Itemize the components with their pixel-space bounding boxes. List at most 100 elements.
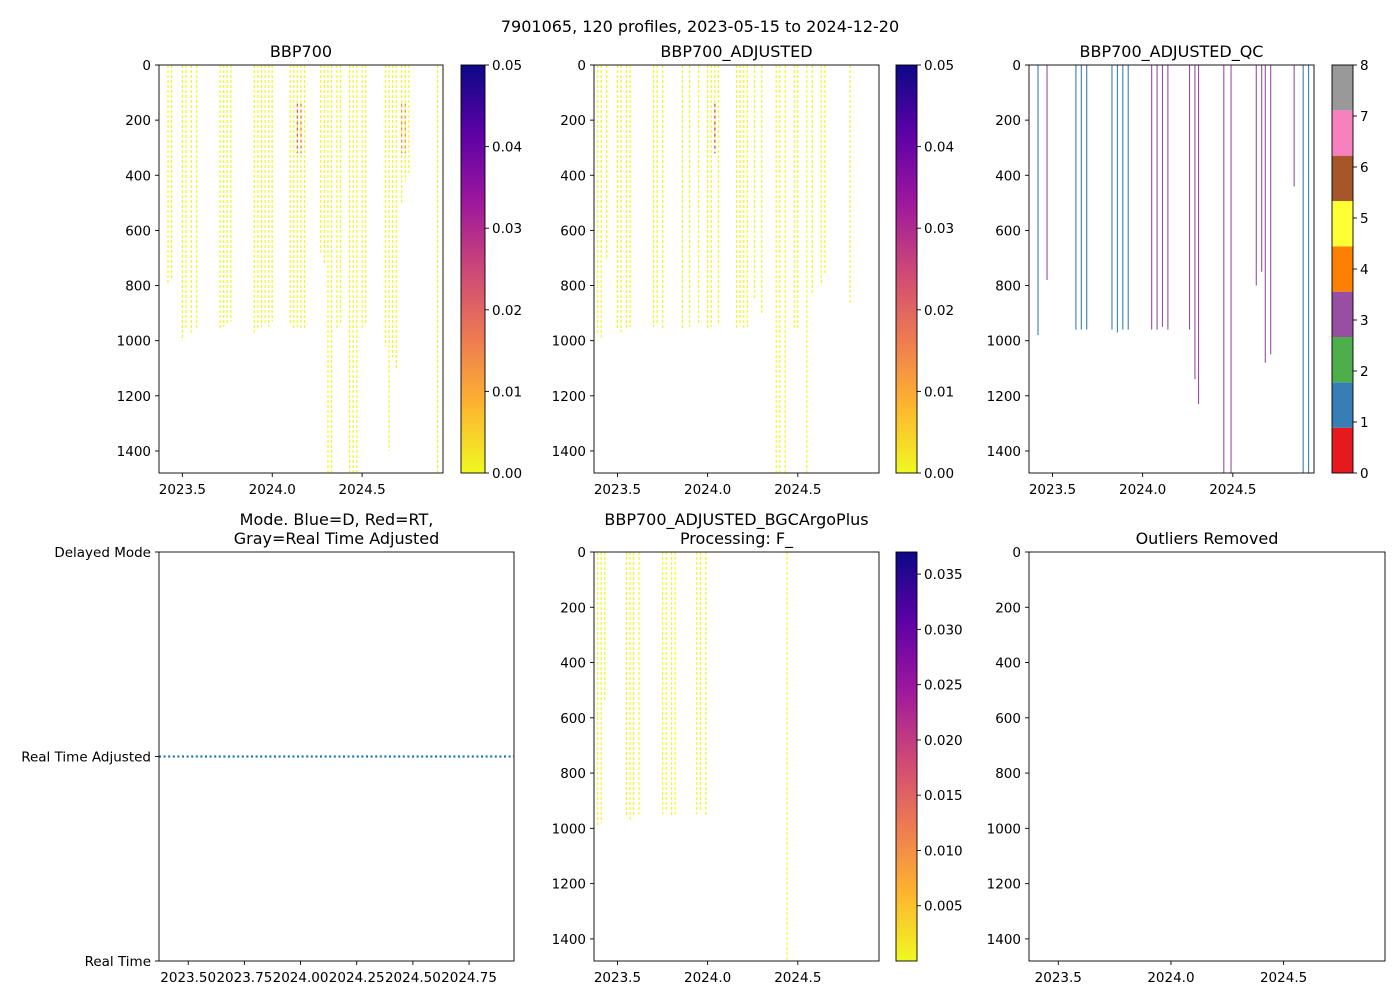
y-tick-label: 1000 (117, 334, 151, 350)
axes-frame (1028, 64, 1315, 474)
y-tick-label: 600 (995, 711, 1021, 727)
panel-title: Outliers Removed (1136, 529, 1279, 548)
colorbar-frame (460, 64, 486, 474)
x-tick-label: 2023.5 (1035, 970, 1082, 986)
colorbar-tick-label: 0.005 (924, 899, 963, 915)
panel-bbp700_adjusted: BBP700_ADJUSTED 2023.5 2024.0 2024.5 0 200 400… (552, 42, 954, 498)
x-tick-label: 2023.75 (216, 970, 272, 986)
colorbar-gradient (461, 65, 485, 473)
colorbar-tick-label: 0.02 (492, 303, 522, 319)
colorbar-segment (1332, 246, 1353, 292)
colorbar-tick-label: 0.04 (924, 140, 954, 156)
colorbar-tick-label: 0.00 (492, 466, 522, 482)
colorbar: 0.00 0.01 0.02 0.03 0.04 0.05 (895, 58, 954, 482)
y-tick-label: 400 (125, 168, 151, 184)
x-tick-label: 2024.5 (1260, 970, 1307, 986)
colorbar-tick-label: 0.05 (924, 58, 954, 74)
colorbar-tick-label: 0.05 (492, 58, 522, 74)
plot-area (159, 552, 514, 961)
colorbar-gradient (896, 65, 917, 473)
colorbar-tick-label: 7 (1360, 109, 1369, 125)
colorbar-tick-label: 4 (1360, 262, 1369, 278)
colorbar-tick-label: 0 (1360, 466, 1369, 482)
axes-frame (158, 64, 444, 474)
colorbar-tick-label: 0.00 (924, 466, 954, 482)
x-tick-label: 2024.0 (1147, 970, 1194, 986)
y-tick-label: 800 (995, 279, 1021, 295)
panel-bbp700: BBP700 2023.5 2024.0 2024.5 0 200 400 600 800 100… (117, 42, 522, 498)
colorbar-segment (1332, 110, 1353, 156)
x-tick-label: 2023.5 (594, 482, 641, 498)
y-tick-label: 0 (1012, 545, 1021, 561)
y-tick-label: 200 (560, 113, 586, 129)
x-tick-label: 2023.5 (594, 970, 641, 986)
figure-title: 7901065, 120 profiles, 2023-05-15 to 202… (501, 17, 899, 36)
y-tick-label: 800 (560, 279, 586, 295)
colorbar-segment (1332, 382, 1353, 428)
x-tick-label: 2024.0 (249, 482, 296, 498)
colorbar-tick-label: 0.03 (492, 221, 522, 237)
colorbar-segment (1332, 337, 1353, 383)
x-tick-label: 2024.75 (441, 970, 497, 986)
colorbar-segment (1332, 291, 1353, 337)
y-tick-label: 1000 (552, 821, 586, 837)
y-tick-label: Real Time (85, 954, 151, 970)
colorbar-tick-label: 0.015 (924, 788, 963, 804)
y-tick-label: 1400 (987, 444, 1021, 460)
plot-area (594, 552, 879, 961)
y-tick-label: 1400 (117, 444, 151, 460)
x-tick-label: 2024.0 (1119, 482, 1166, 498)
x-tick-label: 2024.5 (338, 482, 385, 498)
y-tick-label: 1200 (117, 389, 151, 405)
y-tick-label: 1400 (987, 932, 1021, 948)
colorbar-tick-label: 2 (1360, 364, 1369, 380)
y-tick-label: 200 (995, 113, 1021, 129)
colorbar-segment (1332, 155, 1353, 201)
y-tick-label: Real Time Adjusted (21, 750, 151, 766)
y-tick-label: 800 (560, 766, 586, 782)
x-tick-label: 2024.0 (684, 970, 731, 986)
y-tick-label: 1200 (987, 389, 1021, 405)
colorbar-tick-label: 0.01 (924, 384, 954, 400)
y-tick-label: 1200 (552, 389, 586, 405)
colorbar-tick-label: 0.02 (924, 303, 954, 319)
y-tick-label: 0 (577, 545, 586, 561)
y-tick-label: 800 (995, 766, 1021, 782)
colorbar: 0.00 0.01 0.02 0.03 0.04 0.05 (460, 58, 522, 482)
y-tick-label: 200 (560, 600, 586, 616)
x-tick-label: 2024.00 (273, 970, 329, 986)
x-tick-label: 2023.5 (159, 482, 206, 498)
y-tick-label: 1200 (987, 877, 1021, 893)
panel-title-line2: Processing: F_ (680, 529, 794, 549)
colorbar-segment (1332, 65, 1353, 111)
panel-outliers: Outliers Removed 2023.5 2024.0 2024.5 0 200 40… (987, 529, 1386, 986)
y-tick-label: 1400 (552, 932, 586, 948)
plot-area (1029, 65, 1314, 473)
axes-frame (1028, 551, 1386, 962)
axes-frame (593, 551, 880, 962)
colorbar-tick-label: 0.035 (924, 567, 963, 583)
x-tick-label: 2024.5 (1209, 482, 1256, 498)
colorbar-tick-label: 8 (1360, 58, 1369, 74)
colorbar-tick-label: 0.04 (492, 140, 522, 156)
colorbar-tick-label: 3 (1360, 313, 1369, 329)
y-tick-label: 1400 (552, 444, 586, 460)
x-tick-label: 2023.50 (160, 970, 216, 986)
y-tick-label: 1000 (987, 821, 1021, 837)
panel-mode: Mode. Blue=D, Red=RT,Gray=Real Time Adju… (21, 510, 515, 986)
y-tick-label: 0 (1012, 58, 1021, 74)
y-tick-label: 400 (560, 656, 586, 672)
y-tick-label: 400 (560, 168, 586, 184)
colorbar-frame (895, 551, 918, 962)
y-tick-label: 600 (125, 223, 151, 239)
y-tick-label: 400 (995, 168, 1021, 184)
colorbar-gradient (896, 552, 917, 961)
x-tick-label: 2024.5 (774, 482, 821, 498)
colorbar: 0 1 2 3 4 5 6 7 8 (1331, 58, 1369, 482)
y-tick-label: 600 (560, 711, 586, 727)
colorbar: 0.005 0.010 0.015 0.020 0.025 0.030 0.035 (895, 551, 963, 962)
y-tick-label: 1000 (552, 334, 586, 350)
x-tick-label: 2024.50 (385, 970, 441, 986)
